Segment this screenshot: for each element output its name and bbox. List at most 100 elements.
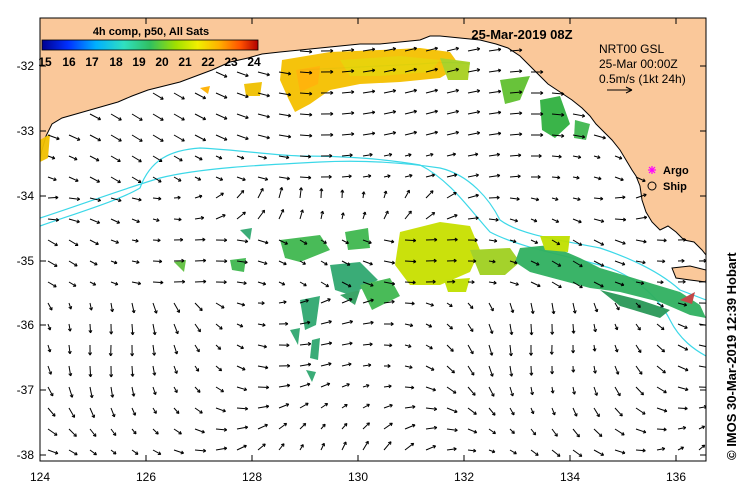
current-vector [215, 447, 227, 451]
current-vector-head [497, 89, 502, 94]
current-vector-head [309, 91, 313, 96]
current-vector-head [600, 283, 604, 288]
current-vector-head [281, 443, 285, 447]
current-vector-head [409, 173, 413, 178]
current-vector [677, 302, 687, 306]
current-vector-head [476, 68, 481, 72]
current-vector [257, 92, 270, 97]
current-vector [320, 342, 332, 346]
current-vector-head [369, 342, 373, 347]
current-vector-head [529, 352, 533, 356]
current-vector [530, 239, 538, 244]
current-vector [362, 299, 374, 304]
current-vector [488, 281, 497, 284]
current-vector [173, 365, 178, 374]
current-vector [572, 323, 575, 334]
current-vector-head [245, 136, 249, 141]
current-vector [551, 386, 554, 394]
current-vector-head [202, 448, 207, 453]
current-vector [593, 281, 604, 288]
current-vector-head [561, 112, 565, 117]
current-vector-head [152, 352, 157, 356]
current-vector [236, 134, 249, 140]
current-vector-head [602, 135, 606, 140]
current-vector [215, 428, 227, 431]
current-vector [152, 260, 162, 263]
current-vector-head [305, 402, 309, 407]
current-vector [383, 153, 392, 157]
current-vector [278, 260, 287, 265]
current-vector [614, 428, 625, 436]
current-vector-head [514, 218, 519, 223]
current-vector-head [682, 425, 687, 430]
current-vector-head [109, 331, 114, 335]
colorbar-tick: 20 [155, 55, 169, 69]
current-vector-head [474, 238, 478, 243]
current-vector-head [620, 282, 625, 287]
current-vector-head [577, 197, 581, 202]
current-vector [467, 111, 480, 115]
current-vector-head [643, 193, 647, 198]
current-vector [467, 407, 477, 415]
current-vector-head [663, 408, 668, 413]
current-vector [68, 365, 72, 377]
current-vector-head [511, 430, 515, 434]
current-vector [131, 197, 142, 201]
current-vector-head [195, 368, 200, 372]
current-vector-head [663, 389, 667, 394]
x-tick-label: 126 [136, 470, 156, 484]
current-vector-head [265, 385, 270, 390]
current-vector [68, 239, 79, 246]
current-vector-head [537, 175, 541, 179]
current-vector-head [578, 453, 583, 457]
current-vector-head [137, 281, 142, 286]
current-vector [698, 365, 706, 368]
current-vector-head [118, 198, 122, 203]
current-vector-head [491, 449, 496, 454]
current-vector-head [365, 440, 369, 445]
current-vector-head [434, 130, 438, 135]
current-vector-head [89, 307, 93, 311]
current-vector-head [54, 242, 58, 247]
current-vector [467, 386, 476, 396]
current-vector [677, 446, 684, 451]
current-vector-head [158, 179, 162, 183]
current-vector-head [240, 189, 245, 194]
current-vector [446, 344, 454, 352]
current-vector-head [52, 413, 56, 417]
current-vector-head [557, 175, 561, 180]
current-vector [593, 428, 603, 437]
current-vector [278, 301, 287, 304]
current-vector [362, 364, 372, 367]
current-vector [131, 386, 135, 397]
current-vector [614, 344, 618, 353]
current-vector [425, 426, 437, 430]
current-vector [236, 113, 249, 119]
current-vector [467, 449, 476, 452]
current-vector-head [593, 328, 598, 333]
current-vector [572, 260, 583, 268]
current-vector-head [324, 261, 328, 266]
current-vector-head [68, 306, 73, 310]
current-vector [47, 323, 51, 331]
current-vector [110, 281, 119, 286]
current-vector [47, 281, 57, 288]
current-vector [68, 449, 78, 456]
current-vector-head [598, 433, 603, 438]
current-vector-head [74, 451, 78, 456]
current-vector-head [519, 90, 523, 95]
current-vector [509, 91, 523, 94]
current-vector [530, 218, 538, 222]
current-vector [89, 449, 97, 456]
current-vector-head [73, 433, 77, 437]
current-vector-head [112, 432, 117, 436]
current-vector [89, 134, 101, 142]
y-tick-label: -38 [17, 448, 35, 462]
current-vector-head [452, 152, 457, 157]
current-vector-head [640, 391, 644, 396]
current-vector-head [286, 383, 291, 388]
current-vector [173, 323, 179, 334]
current-vector [551, 239, 560, 245]
current-vector [110, 386, 114, 398]
current-vector [551, 281, 562, 288]
